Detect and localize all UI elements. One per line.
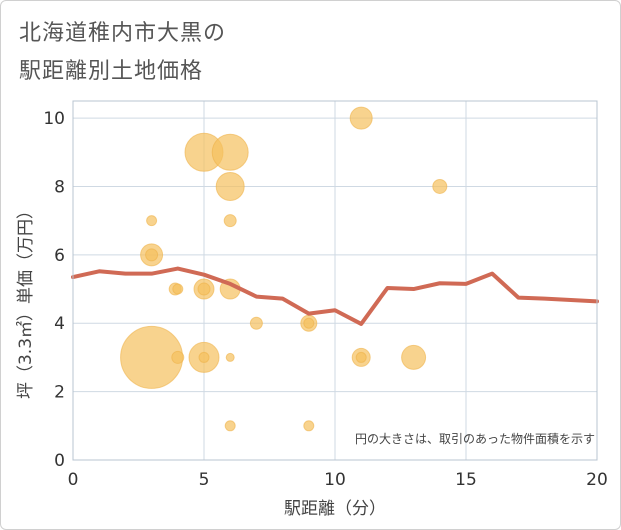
bubble-point	[432, 178, 448, 194]
bubble-point	[223, 214, 237, 228]
bubble-point	[198, 351, 210, 363]
x-tick-label: 20	[586, 470, 608, 490]
bubble-point	[225, 352, 235, 362]
chart-title-line2: 駅距離別土地価格	[19, 59, 204, 84]
y-tick-label: 4	[54, 314, 65, 334]
bubble-group	[120, 106, 448, 432]
bubble-point	[215, 171, 245, 201]
bubble-point	[349, 106, 373, 130]
x-tick-label: 0	[68, 470, 79, 490]
line-group	[71, 266, 599, 326]
bubble-point	[172, 283, 184, 295]
bubble-point	[146, 215, 158, 227]
bubble-point	[401, 344, 427, 370]
average-price-line	[71, 266, 599, 326]
y-tick-label: 8	[54, 177, 65, 197]
x-tick-labels: 0 5 10 15 20	[68, 470, 608, 490]
grid-lines	[72, 101, 598, 461]
x-tick-label: 5	[199, 470, 210, 490]
y-tick-label: 2	[54, 383, 65, 403]
bubble-size-note: 円の大きさは、取引のあった物件面積を示す	[355, 431, 595, 446]
y-axis-label: 坪（3.3㎡）単価（万円）	[16, 202, 36, 399]
bubble-point	[303, 420, 315, 432]
bubble-point	[145, 248, 159, 262]
bubble-point	[355, 351, 367, 363]
y-tick-label: 0	[54, 451, 65, 471]
y-tick-labels: 0 2 4 6 8 10	[43, 109, 65, 471]
x-axis-label: 駅距離（分）	[284, 499, 386, 519]
plot-border	[72, 100, 598, 461]
bubble-point	[249, 316, 263, 330]
bubble-point	[211, 133, 249, 171]
bubble-point	[303, 317, 315, 329]
x-tick-label: 15	[455, 470, 477, 490]
y-tick-label: 10	[43, 109, 65, 129]
x-tick-label: 10	[324, 470, 346, 490]
bubble-point	[224, 420, 236, 432]
y-tick-label: 6	[54, 246, 65, 266]
bubble-point	[171, 350, 185, 364]
bubble-point	[197, 282, 211, 296]
chart-title-line1: 北海道稚内市大黒の	[19, 21, 227, 46]
